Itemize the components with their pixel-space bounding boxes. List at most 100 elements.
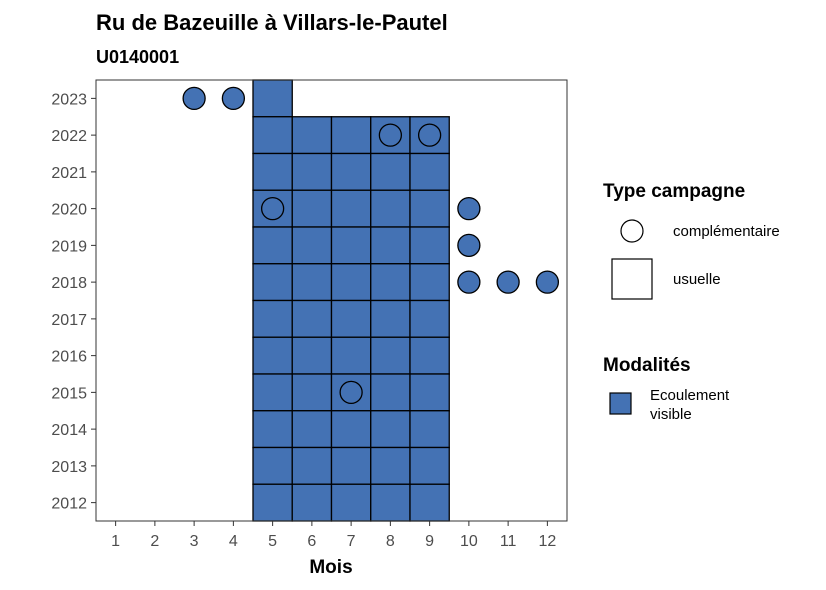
point-complementaire (378, 123, 403, 147)
legend-shape: Type campagne complémentaire usuelle (603, 181, 780, 300)
tile-usuelle (409, 263, 450, 302)
y-tick-label: 2019 (51, 238, 87, 255)
legend-fill-title: Modalités (603, 355, 691, 376)
tile-usuelle (291, 116, 333, 155)
plot-area: 1 2 3 4 5 6 7 8 9 10 11 122012201320142015201620172… (51, 79, 568, 550)
tile-usuelle (330, 189, 372, 228)
legend-fill: Modalités Ecoulement visible (603, 355, 730, 423)
tile-usuelle (370, 446, 411, 485)
tile-usuelle (330, 410, 372, 449)
y-tick-label: 2012 (51, 496, 87, 513)
tile-usuelle (330, 116, 372, 155)
tile-usuelle (291, 446, 333, 485)
point-complementaire (260, 196, 285, 221)
legend-shape-title: Type campagne (603, 181, 745, 202)
y-tick-label: 2015 (51, 385, 87, 402)
x-tick-label: 9 (425, 533, 434, 550)
tile-usuelle (252, 263, 293, 302)
tile-usuelle (370, 373, 411, 412)
tile-usuelle (409, 410, 450, 449)
tile-usuelle (409, 299, 450, 338)
legend-fill-label-ecoulement-visible: Ecoulement visible (650, 387, 730, 423)
tile-usuelle (370, 226, 411, 265)
tile-usuelle (409, 483, 450, 522)
point-complementaire (496, 270, 520, 294)
tile-usuelle (252, 299, 293, 338)
legend-shape-label-complementaire: complémentaire (673, 223, 780, 240)
y-tick-label: 2018 (51, 275, 87, 292)
tile-usuelle (291, 373, 333, 412)
chart-title: Ru de Bazeuille à Villars-le-Pautel (96, 10, 448, 35)
x-tick-label: 6 (307, 533, 316, 550)
tile-usuelle (370, 410, 411, 449)
x-tick-label: 12 (538, 533, 556, 550)
tile-usuelle (330, 446, 372, 485)
tile-usuelle (409, 373, 450, 412)
y-tick-label: 2014 (51, 422, 87, 439)
point-complementaire (535, 270, 560, 294)
tile-usuelle (409, 189, 450, 228)
tile-usuelle (330, 263, 372, 302)
tile-usuelle (252, 79, 293, 118)
tile-usuelle (370, 336, 411, 375)
tile-usuelle (409, 336, 450, 375)
tile-usuelle (370, 152, 411, 191)
y-tick-label: 2020 (51, 202, 87, 219)
tile-usuelle (291, 483, 333, 522)
x-tick-label: 4 (229, 533, 238, 550)
tile-usuelle (330, 336, 372, 375)
legend-shape-label-usuelle: usuelle (673, 271, 721, 288)
tile-usuelle (252, 373, 293, 412)
tile-usuelle (370, 263, 411, 302)
x-tick-label: 2 (150, 533, 159, 550)
tile-usuelle (252, 446, 293, 485)
tile-usuelle (291, 226, 333, 265)
tile-usuelle (291, 336, 333, 375)
y-tick-label: 2013 (51, 459, 87, 476)
y-tick-label: 2023 (51, 91, 87, 108)
point-complementaire (457, 233, 481, 258)
x-tick-label: 3 (190, 533, 199, 550)
x-tick-label: 10 (460, 533, 478, 550)
tile-usuelle (252, 483, 293, 522)
x-tick-label: 1 (111, 533, 120, 550)
tile-usuelle (291, 410, 333, 449)
tile-usuelle (252, 410, 293, 449)
tile-usuelle (252, 226, 293, 265)
point-complementaire (221, 86, 246, 111)
chart-subtitle: U0140001 (96, 47, 179, 67)
panel-border (95, 79, 568, 522)
tile-usuelle (291, 152, 333, 191)
legend-fill-key (609, 392, 632, 415)
tile-usuelle (330, 483, 372, 522)
x-axis-label: Mois (309, 557, 352, 578)
tile-usuelle (330, 152, 372, 191)
tile-usuelle (409, 152, 450, 191)
tile-usuelle (291, 263, 333, 302)
point-complementaire (417, 123, 442, 147)
x-tick-label: 7 (347, 533, 356, 550)
x-tick-label: 5 (268, 533, 277, 550)
tile-usuelle (330, 299, 372, 338)
tile-usuelle (252, 116, 293, 155)
tile-usuelle (330, 226, 372, 265)
point-complementaire (457, 196, 481, 221)
tile-usuelle (252, 336, 293, 375)
tile-usuelle (370, 483, 411, 522)
legend-square-key (611, 258, 653, 300)
y-tick-label: 2021 (51, 165, 87, 182)
legend-circle-key (620, 219, 644, 243)
tile-usuelle (409, 226, 450, 265)
x-tick-label: 11 (500, 533, 517, 550)
point-complementaire (457, 270, 481, 294)
tile-usuelle (370, 299, 411, 338)
tile-usuelle (291, 299, 333, 338)
x-tick-label: 8 (386, 533, 395, 550)
tile-usuelle (370, 189, 411, 228)
y-tick-label: 2016 (51, 349, 87, 366)
tile-usuelle (252, 152, 293, 191)
tile-usuelle (291, 189, 333, 228)
y-tick-label: 2017 (51, 312, 87, 329)
point-complementaire (182, 86, 206, 111)
